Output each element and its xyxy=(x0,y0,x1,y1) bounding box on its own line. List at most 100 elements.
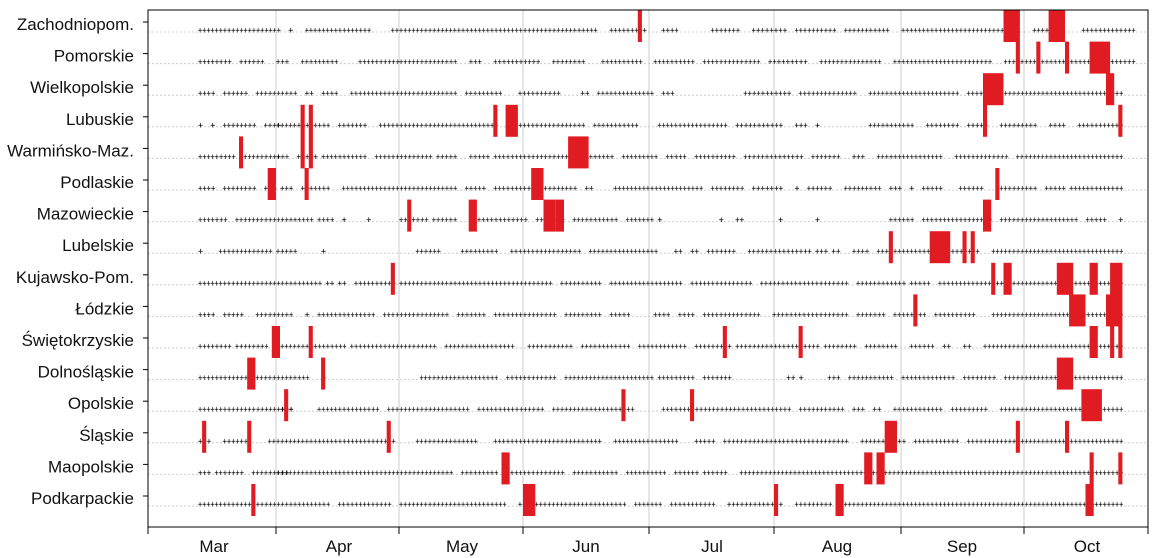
active-period-marker: ++++++++++ xyxy=(354,279,396,289)
active-period-marker: ++++++++++++ xyxy=(856,279,906,289)
active-period-marker: +++++++++++++++++++ xyxy=(420,374,499,384)
event-bar xyxy=(1118,452,1123,485)
active-period-marker: ++++++++++ xyxy=(560,279,602,289)
active-period-marker: ++++++++++++++++++++++++++++++++++++++++… xyxy=(938,279,1124,289)
active-period-marker: ++ xyxy=(872,405,882,415)
active-period-marker: +++++ xyxy=(609,310,631,320)
event-bar xyxy=(1065,41,1070,74)
active-period-marker: ++++++++++++++++++++++++++++ xyxy=(342,184,458,194)
y-axis-ticks xyxy=(143,21,148,497)
active-period-marker: +++++++++++ xyxy=(493,58,540,68)
active-period-marker: ++++++++++++++++++++++ xyxy=(1004,58,1096,68)
active-period-marker: +++++++++++++++++++++++++++++++ xyxy=(268,437,397,447)
event-bar xyxy=(1110,326,1115,358)
active-period-marker: +++++++++ xyxy=(461,468,499,478)
row-label: Dolnośląskie xyxy=(38,363,134,382)
active-period-marker: ++++++ xyxy=(239,58,265,68)
active-period-marker: +++++++++++ xyxy=(593,121,639,131)
active-period-marker: ++++++++ xyxy=(552,58,586,68)
active-period-marker: +++++ xyxy=(1086,216,1108,226)
event-bar xyxy=(1106,294,1123,327)
active-period-marker: +++++++++++++ xyxy=(901,374,956,384)
event-bar xyxy=(995,168,1000,200)
event-bar xyxy=(962,231,967,264)
active-period-marker: ++++++++ xyxy=(235,342,269,352)
active-period-marker: +++++ xyxy=(909,279,931,289)
active-period-marker: ++++++++++++++++++++++++++ xyxy=(399,500,507,510)
active-period-marker: +++++++ xyxy=(1106,58,1136,68)
event-bar xyxy=(621,389,626,422)
active-period-marker: +++++++++ xyxy=(198,152,236,162)
active-period-marker: +++++++++ xyxy=(251,468,289,478)
active-period-marker: +++++ xyxy=(967,121,989,131)
row-label: Łódzkie xyxy=(75,299,134,318)
active-period-marker: +++++++++++ xyxy=(860,437,906,447)
x-axis-ticks xyxy=(147,527,1149,534)
active-period-marker: ++++++ xyxy=(702,468,728,478)
active-period-marker: ++++++++++++++++++ xyxy=(523,26,598,36)
event-bar xyxy=(543,199,556,232)
active-period-marker: +++++++++++++++++++++++++++++++ xyxy=(661,405,791,415)
event-bar xyxy=(1089,452,1094,485)
event-bar xyxy=(1118,104,1123,137)
event-bar xyxy=(531,168,544,200)
event-bar xyxy=(321,357,326,390)
active-period-marker: +++++ xyxy=(223,310,245,320)
active-period-marker: ++++++++++ xyxy=(518,89,561,99)
active-period-marker: +++++++++++++++ xyxy=(747,247,812,257)
active-period-marker: ++++++++++++++++ xyxy=(613,437,679,447)
active-period-marker: ++++++++++ xyxy=(653,58,695,68)
row-label: Świętokrzyskie xyxy=(22,331,134,350)
active-period-marker: +++++++++++++ xyxy=(954,152,1009,162)
active-period-marker: ++++++++++++++++++++++ xyxy=(564,374,654,384)
active-period-marker: +++++ xyxy=(922,184,944,194)
active-period-marker: ++++++++++++++ xyxy=(799,89,858,99)
row-label: Lubelskie xyxy=(62,236,134,255)
active-period-marker: +++++++++ xyxy=(465,89,503,99)
active-period-marker: ++++++++++++++++++++++++++++++++++ xyxy=(983,342,1124,352)
event-bar xyxy=(774,484,779,516)
active-period-marker: + xyxy=(276,152,282,162)
event-bar xyxy=(304,168,309,200)
active-period-marker: ++++++++++++++ xyxy=(317,310,376,320)
active-period-marker: ++++++++ xyxy=(864,342,898,352)
active-period-marker: ++++ xyxy=(678,310,696,320)
active-period-marker: + xyxy=(1118,216,1124,226)
active-period-marker: +++++++++++++++++ xyxy=(589,247,659,257)
active-period-marker: ++++++++++++++ xyxy=(743,152,804,162)
active-period-marker: +++++ xyxy=(297,152,319,162)
active-period-marker: ++ xyxy=(585,184,595,194)
active-period-marker: ++ xyxy=(325,279,335,289)
active-period-marker: ++++++++++++++++++++++++++++++++ xyxy=(991,310,1124,320)
active-period-marker: ++++++++++++++++++++ xyxy=(198,26,281,36)
active-period-marker: ++++++++++ xyxy=(626,468,667,478)
active-period-marker: +++++++ xyxy=(198,216,228,226)
active-period-marker: +++++++++++++++++ xyxy=(657,121,728,131)
active-period-marker: +++ xyxy=(280,184,294,194)
active-period-marker: ++ xyxy=(690,247,700,257)
active-period-marker: +++ xyxy=(889,184,903,194)
active-period-marker: ++++++ xyxy=(909,342,935,352)
active-period-marker: ++++++++++++++++++++++++++++++ xyxy=(723,437,849,447)
event-bar xyxy=(722,326,727,358)
active-period-marker: +++++++++ xyxy=(564,310,602,320)
active-period-marker: +++++++++++++++++ xyxy=(510,247,582,257)
active-period-marker: ++++++++++++++++++++++++++++++++ xyxy=(198,500,331,510)
x-tick-label: Jun xyxy=(572,537,599,556)
active-period-marker: +++++++ xyxy=(301,184,331,194)
active-period-marker: ++++++++++++++++++++ xyxy=(493,152,577,162)
active-period-marker: +++++++ xyxy=(811,152,841,162)
active-period-marker: ++++++++++++++++++++++ xyxy=(613,184,703,194)
active-period-marker: +++++++++++++ xyxy=(338,500,393,510)
active-period-marker: ++++++++++ xyxy=(601,58,643,68)
event-bar xyxy=(390,262,395,295)
active-period-marker: ++++ xyxy=(198,184,216,194)
event-bar xyxy=(247,357,256,390)
event-bar xyxy=(1003,262,1012,295)
active-period-marker: ++++++++++++++++++++++++++++++++++++++ xyxy=(967,437,1124,447)
active-period-marker: + xyxy=(198,121,204,131)
active-period-markers: ++++++++++++++++++++ + ++++++++++++++++ +++… xyxy=(198,26,1136,510)
active-period-marker: +++++++++ xyxy=(255,310,293,320)
event-bar xyxy=(407,199,412,232)
